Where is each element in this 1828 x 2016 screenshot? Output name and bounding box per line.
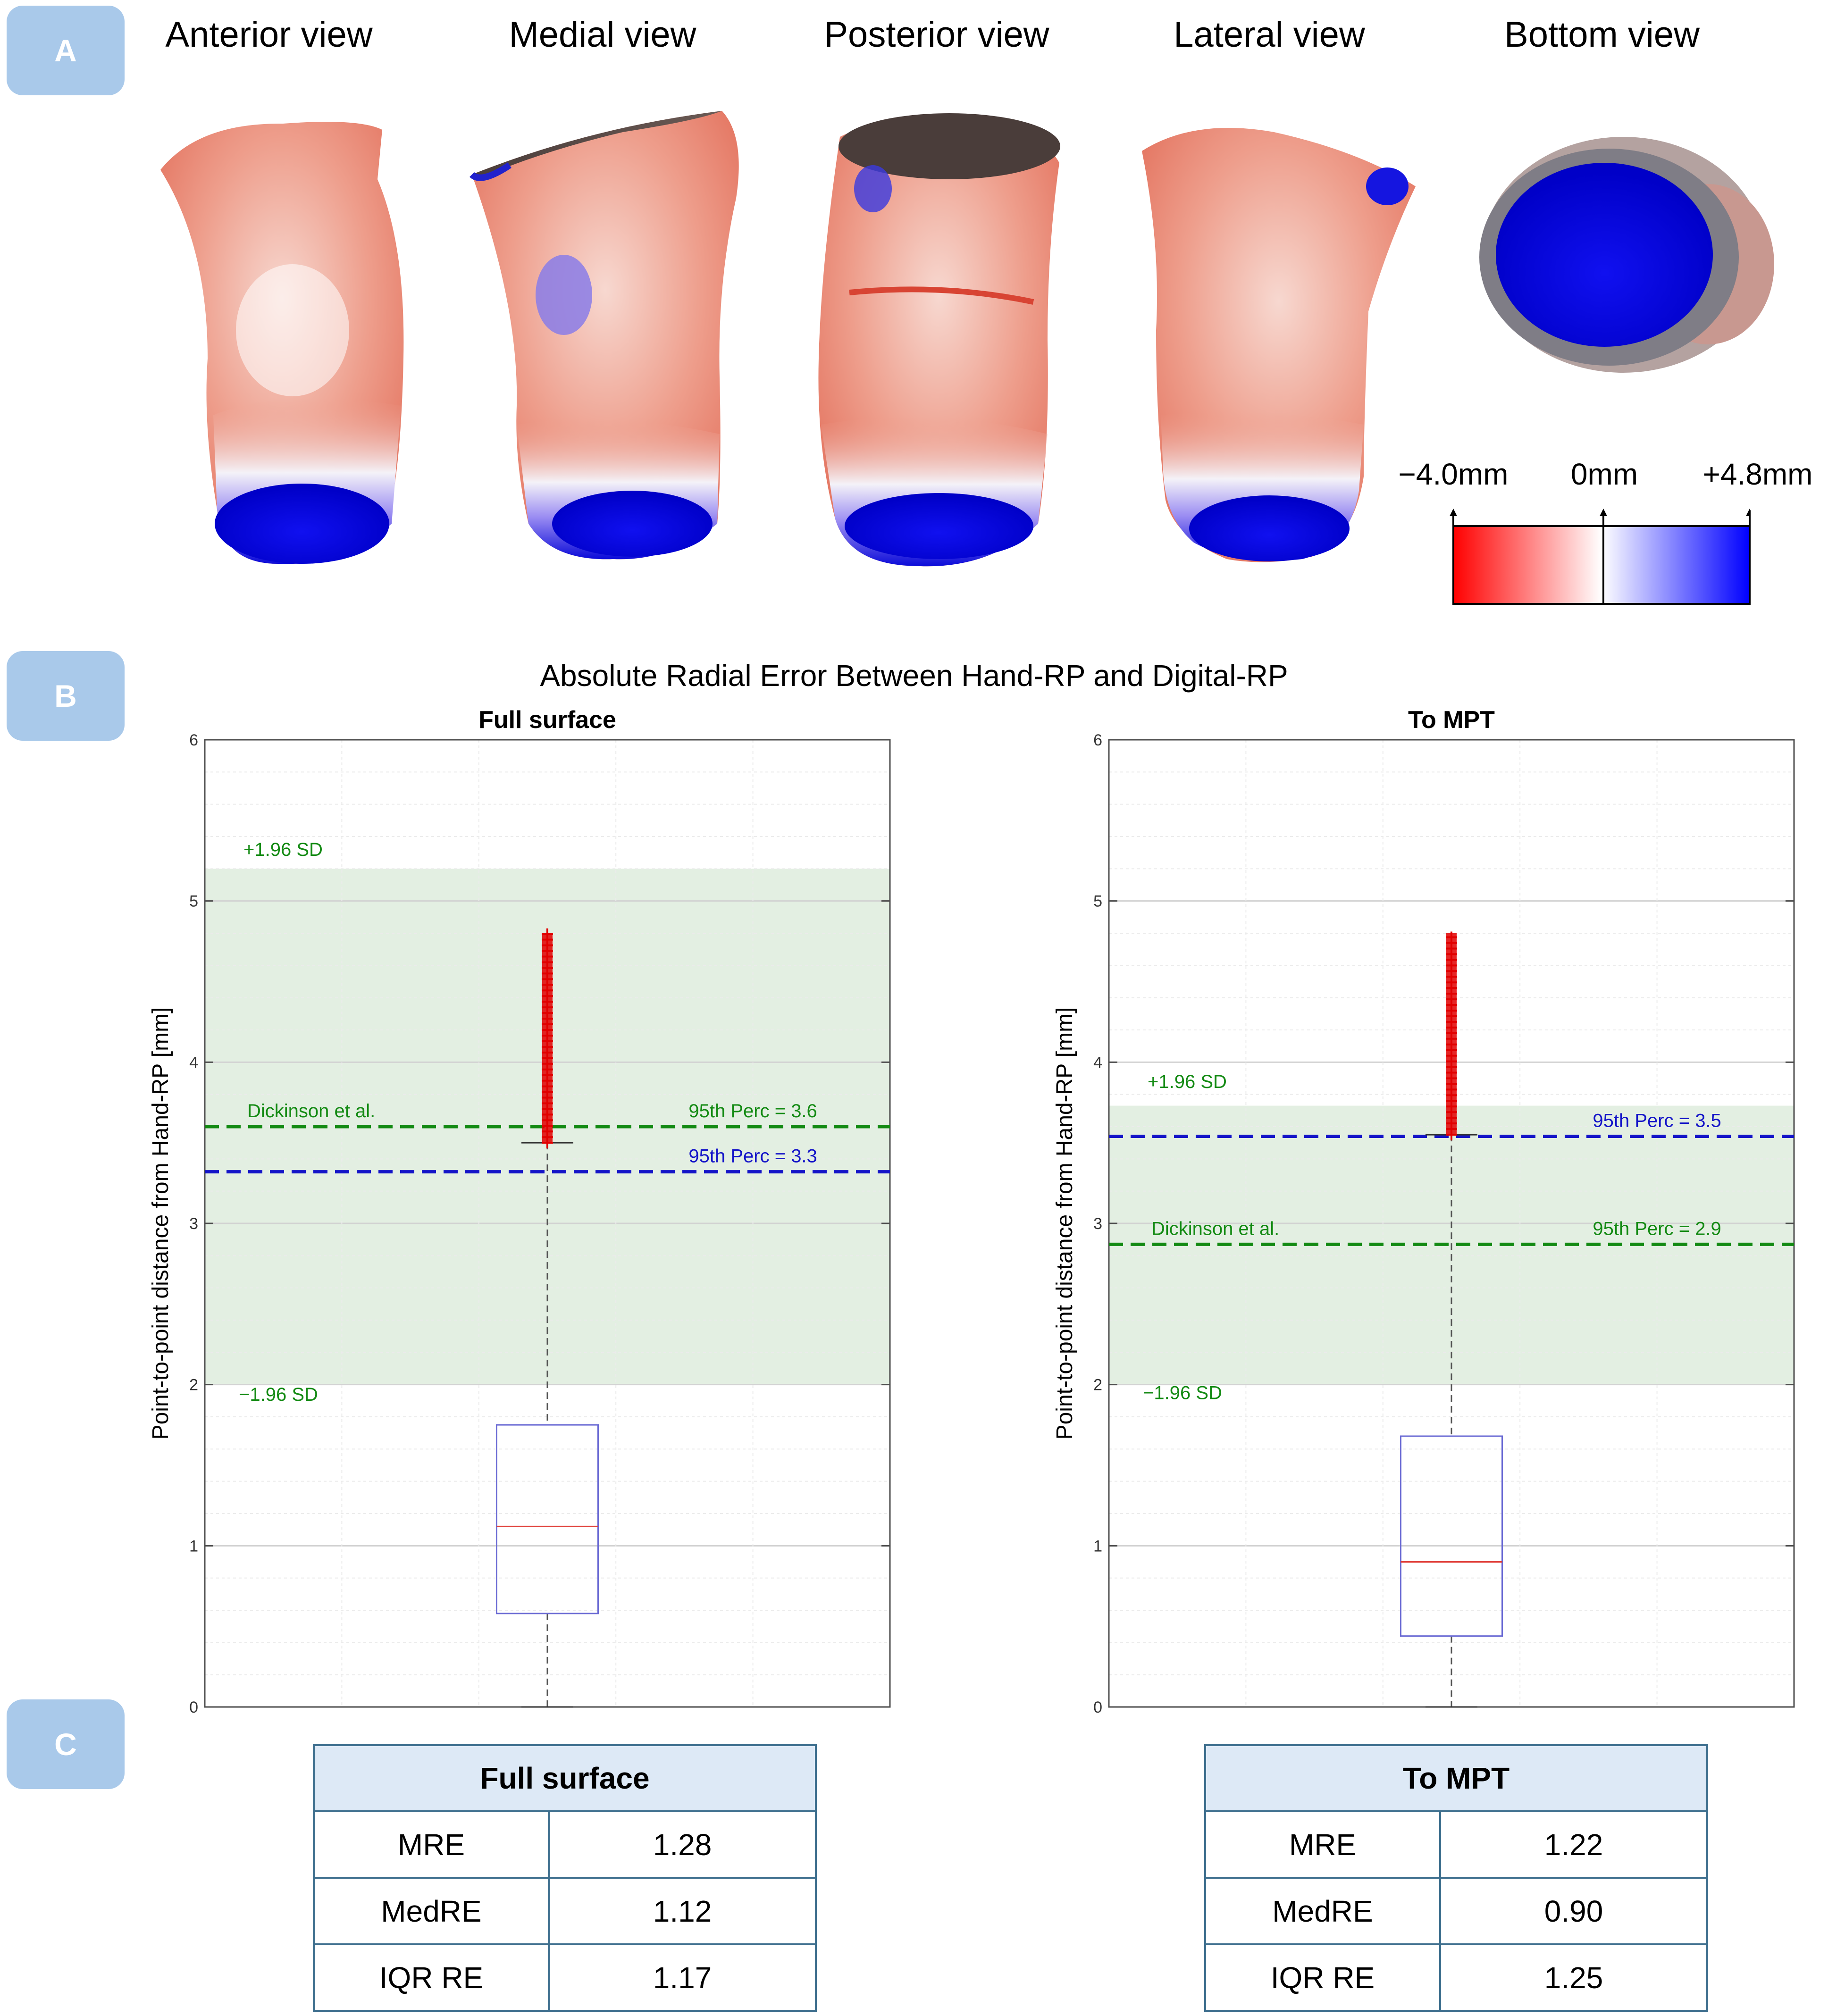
view-title-medial: Medial view [509,15,696,55]
iqr-box [496,1424,599,1614]
subplot-title: To MPT [1408,706,1495,734]
table-row: IQR RE 1.25 [1204,1943,1708,2012]
reference-line-right-label: 95th Perc = 3.6 [688,1101,817,1121]
y-tick-label: 1 [189,1537,198,1555]
table-row: MRE 1.22 [1204,1810,1708,1879]
y-tick-label: 0 [1093,1698,1102,1716]
y-tick-label: 5 [1093,893,1102,911]
y-tick-label: 2 [189,1376,198,1394]
outlier-cluster [1446,933,1457,1135]
stats-table-to-mpt: To MPT MRE 1.22 MedRE 0.90 IQR RE 1.25 [1204,1744,1708,2012]
y-tick-label: 0 [189,1698,198,1716]
reference-line-left-label: Dickinson et al. [1151,1218,1279,1239]
stats-table-full-surface: Full surface MRE 1.28 MedRE 1.12 IQR RE 1.1… [313,1744,817,2012]
table-key: MedRE [1204,1877,1441,1945]
y-tick-label: 6 [189,731,198,749]
panel-a-badge: A [7,6,125,95]
view-title-bottom: Bottom view [1504,15,1700,55]
table-key: IQR RE [313,1943,550,2012]
view-title-lateral: Lateral view [1174,15,1365,55]
reference-line-right-label: 95th Perc = 3.5 [1593,1111,1721,1131]
y-tick-label: 4 [1093,1054,1102,1071]
y-tick-label: 3 [189,1215,198,1233]
colorbar [1450,509,1751,605]
anterior-view-model [160,122,404,564]
table-key: MRE [1204,1810,1441,1879]
outlier-cluster [542,933,553,1143]
lateral-view-model [1142,128,1416,562]
chart-main-title: Absolute Radial Error Between Hand-RP an… [540,659,1288,693]
subplot-title: Full surface [478,706,616,734]
y-tick-label: 4 [189,1054,198,1071]
reference-line-right-label: 95th Perc = 3.3 [688,1146,817,1167]
upper-sd-label: +1.96 SD [243,839,323,860]
y-axis-label: Point-to-point distance from Hand-RP [mm… [1052,1007,1077,1440]
colorbar-min-label: −4.0mm [1398,457,1509,491]
table-title: To MPT [1204,1744,1708,1812]
boxplot-charts: 0 1 2 3 4 5 6 Full surface Point-to-point distan… [148,706,1795,1716]
boxplot-1: 0 1 2 3 4 5 6 To MPT Point-to-point distance fro… [1052,706,1795,1716]
colorbar-max-label: +4.8mm [1702,457,1813,491]
table-title: Full surface [313,1744,817,1812]
table-key: MedRE [313,1877,550,1945]
panel-c-badge: C [7,1699,125,1789]
medial-view-model [470,111,739,560]
y-tick-label: 2 [1093,1376,1102,1394]
boxplot-0: 0 1 2 3 4 5 6 Full surface Point-to-point distan… [148,706,891,1716]
y-tick-label: 5 [189,893,198,911]
y-tick-label: 3 [1093,1215,1102,1233]
limb-renderings [160,111,1774,567]
upper-sd-label: +1.96 SD [1148,1071,1227,1092]
posterior-view-model [818,113,1060,567]
table-key: IQR RE [1204,1943,1441,2012]
table-row: MRE 1.28 [313,1810,817,1879]
table-value: 1.17 [548,1943,817,2012]
view-title-anterior: Anterior view [165,15,373,55]
table-key: MRE [313,1810,550,1879]
table-value: 1.25 [1439,1943,1708,2012]
table-value: 1.28 [548,1810,817,1879]
reference-line-left-label: Dickinson et al. [247,1101,375,1121]
colorbar-zero-label: 0mm [1570,457,1638,491]
view-title-posterior: Posterior view [824,15,1049,55]
table-row: MedRE 0.90 [1204,1877,1708,1945]
bottom-view-model [1479,137,1774,373]
iqr-box [1400,1435,1503,1637]
reference-line-right-label: 95th Perc = 2.9 [1593,1218,1721,1239]
y-axis-label: Point-to-point distance from Hand-RP [mm… [148,1007,173,1440]
table-row: MedRE 1.12 [313,1877,817,1945]
table-value: 0.90 [1439,1877,1708,1945]
table-value: 1.12 [548,1877,817,1945]
lower-sd-label: −1.96 SD [1143,1382,1222,1403]
lower-sd-label: −1.96 SD [239,1384,318,1405]
colorbar-gradient [1452,525,1751,605]
table-value: 1.22 [1439,1810,1708,1879]
table-row: IQR RE 1.17 [313,1943,817,2012]
y-tick-label: 6 [1093,731,1102,749]
y-tick-label: 1 [1093,1537,1102,1555]
panel-b-badge: B [7,651,125,741]
